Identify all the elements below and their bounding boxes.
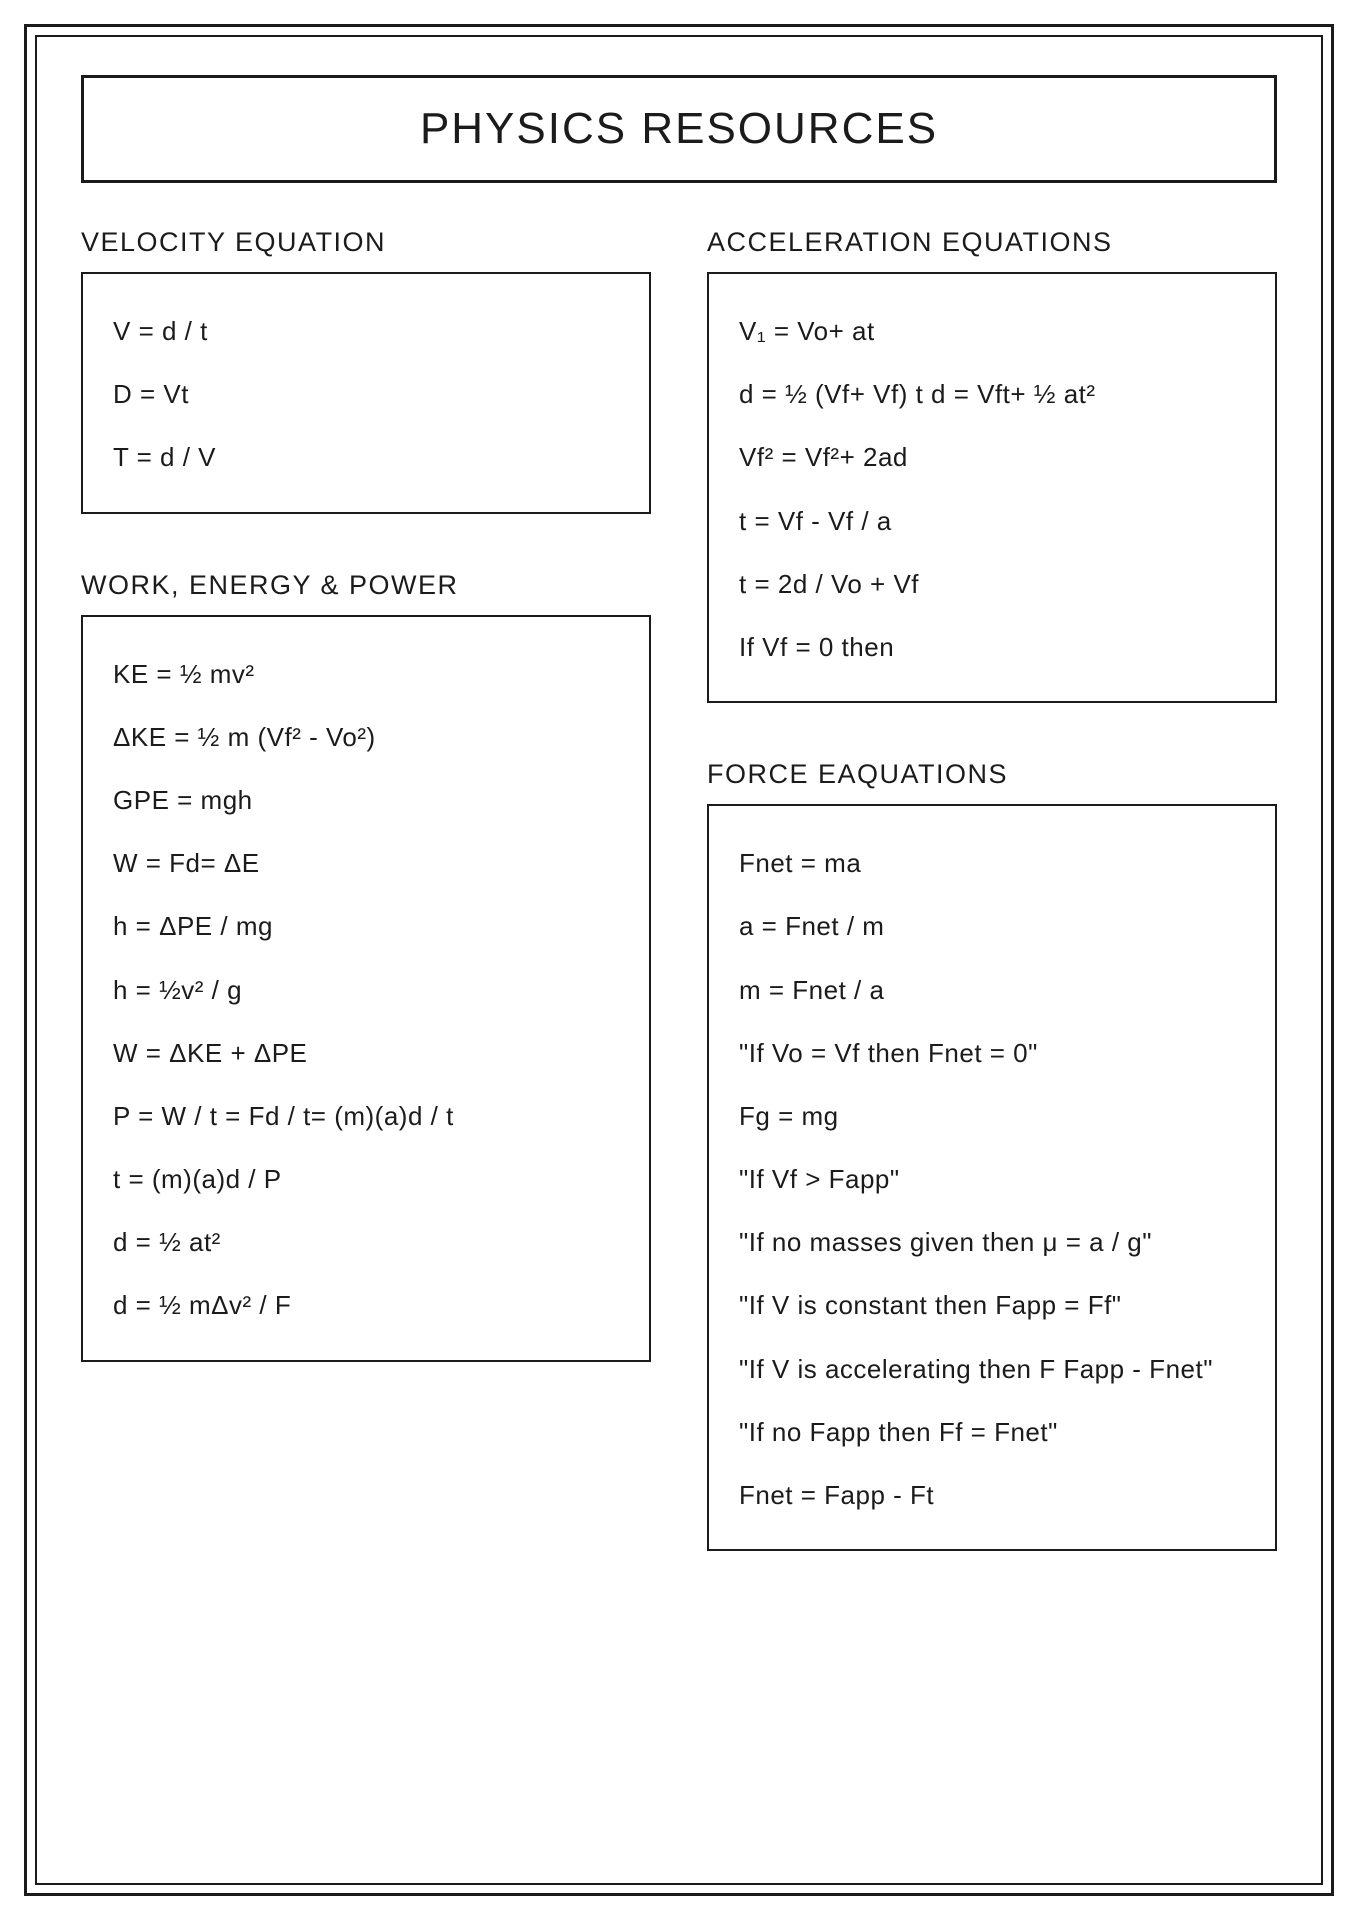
acceleration-section: ACCELERATION EQUATIONS V₁ = Vo+ at d = ½… (707, 227, 1277, 703)
force-section: FORCE EAQUATIONS Fnet = ma a = Fnet / m … (707, 759, 1277, 1551)
equation: KE = ½ mv² (113, 659, 623, 690)
work-section: WORK, ENERGY & POWER KE = ½ mv² ΔKE = ½ … (81, 570, 651, 1362)
outer-frame: PHYSICS RESOURCES VELOCITY EQUATION V = … (24, 24, 1334, 1896)
equation: d = ½ (Vf+ Vf) t d = Vft+ ½ at² (739, 379, 1249, 410)
equation: Fnet = ma (739, 848, 1249, 879)
equation: t = (m)(a)d / P (113, 1164, 623, 1195)
page-title: PHYSICS RESOURCES (81, 75, 1277, 183)
force-box: Fnet = ma a = Fnet / m m = Fnet / a "If … (707, 804, 1277, 1551)
left-column: VELOCITY EQUATION V = d / t D = Vt T = d… (81, 227, 651, 1845)
equation: t = 2d / Vo + Vf (739, 569, 1249, 600)
equation: h = ΔPE / mg (113, 911, 623, 942)
equation: V₁ = Vo+ at (739, 316, 1249, 347)
equation: Fnet = Fapp - Ft (739, 1480, 1249, 1511)
work-box: KE = ½ mv² ΔKE = ½ m (Vf² - Vo²) GPE = m… (81, 615, 651, 1362)
equation: "If V is accelerating then F Fapp - Fnet… (739, 1354, 1249, 1385)
equation: T = d / V (113, 442, 623, 473)
equation: P = W / t = Fd / t= (m)(a)d / t (113, 1101, 623, 1132)
equation: W = ΔKE + ΔPE (113, 1038, 623, 1069)
equation: d = ½ mΔv² / F (113, 1290, 623, 1321)
equation: d = ½ at² (113, 1227, 623, 1258)
equation: ΔKE = ½ m (Vf² - Vo²) (113, 722, 623, 753)
equation: V = d / t (113, 316, 623, 347)
acceleration-heading: ACCELERATION EQUATIONS (707, 227, 1277, 258)
equation: GPE = mgh (113, 785, 623, 816)
right-column: ACCELERATION EQUATIONS V₁ = Vo+ at d = ½… (707, 227, 1277, 1845)
force-heading: FORCE EAQUATIONS (707, 759, 1277, 790)
equation: Vf² = Vf²+ 2ad (739, 442, 1249, 473)
equation: If Vf = 0 then (739, 632, 1249, 663)
equation: "If no Fapp then Ff = Fnet" (739, 1417, 1249, 1448)
equation: "If Vf > Fapp" (739, 1164, 1249, 1195)
equation: a = Fnet / m (739, 911, 1249, 942)
equation: W = Fd= ΔE (113, 848, 623, 879)
velocity-section: VELOCITY EQUATION V = d / t D = Vt T = d… (81, 227, 651, 514)
equation: "If V is constant then Fapp = Ff" (739, 1290, 1249, 1321)
columns: VELOCITY EQUATION V = d / t D = Vt T = d… (81, 227, 1277, 1845)
equation: "If Vo = Vf then Fnet = 0" (739, 1038, 1249, 1069)
equation: "If no masses given then μ = a / g" (739, 1227, 1249, 1258)
equation: m = Fnet / a (739, 975, 1249, 1006)
inner-frame: PHYSICS RESOURCES VELOCITY EQUATION V = … (35, 35, 1323, 1885)
velocity-heading: VELOCITY EQUATION (81, 227, 651, 258)
equation: Fg = mg (739, 1101, 1249, 1132)
equation: t = Vf - Vf / a (739, 506, 1249, 537)
acceleration-box: V₁ = Vo+ at d = ½ (Vf+ Vf) t d = Vft+ ½ … (707, 272, 1277, 703)
equation: D = Vt (113, 379, 623, 410)
equation: h = ½v² / g (113, 975, 623, 1006)
work-heading: WORK, ENERGY & POWER (81, 570, 651, 601)
velocity-box: V = d / t D = Vt T = d / V (81, 272, 651, 514)
